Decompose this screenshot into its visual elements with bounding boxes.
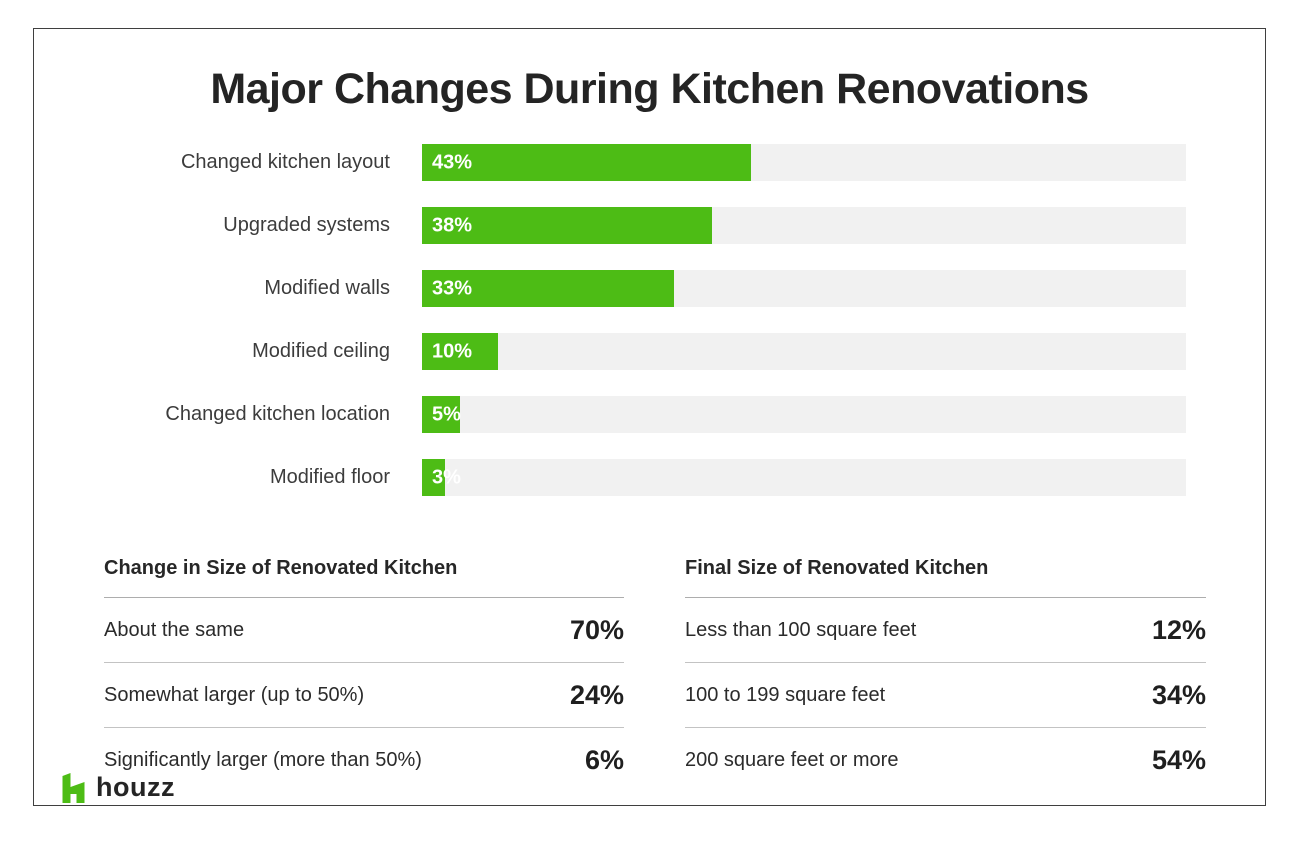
bar-value-label: 33% (432, 277, 473, 299)
row-label: Somewhat larger (up to 50%) (104, 683, 365, 706)
row-label: Less than 100 square feet (685, 618, 917, 641)
row-label: 100 to 199 square feet (685, 683, 886, 706)
row-value: 12% (1151, 614, 1206, 645)
bar-fill: 5% (422, 396, 461, 433)
bar-value-label: 5% (432, 403, 461, 425)
row-label: 200 square feet or more (685, 749, 899, 771)
houzz-wordmark: houzz (96, 772, 175, 802)
chart-row: Changed kitchen location 5% (34, 383, 1186, 446)
bar-category-label: Changed kitchen location (165, 403, 390, 425)
bar-track: 38% (422, 207, 1186, 244)
bar-fill: 3% (422, 459, 461, 496)
size-change-table: Change in Size of Renovated Kitchen Abou… (104, 557, 624, 793)
bar-track: 10% (422, 333, 1186, 370)
bar-value-label: 3% (432, 466, 461, 488)
chart-row: Modified ceiling 10% (34, 320, 1186, 383)
table-title: Change in Size of Renovated Kitchen (104, 557, 624, 598)
infographic-card: Major Changes During Kitchen Renovations… (33, 28, 1266, 806)
bar-fill: 10% (422, 333, 499, 370)
bar-track: 43% (422, 144, 1186, 181)
table-row: 200 square feet or more 54% (685, 728, 1206, 793)
chart-row: Modified floor 3% (34, 446, 1186, 509)
bar-category-label: Changed kitchen layout (180, 151, 390, 173)
bar-fill: 33% (422, 270, 675, 307)
chart-row: Changed kitchen layout 43% (34, 131, 1186, 194)
table-row: Less than 100 square feet 12% (685, 598, 1206, 663)
bar-category-label: Upgraded systems (223, 214, 390, 236)
bar-category-label: Modified ceiling (252, 340, 390, 362)
row-value: 24% (569, 679, 624, 710)
houzz-logo: houzz (60, 772, 175, 803)
bar-track: 33% (422, 270, 1186, 307)
bar-value-label: 10% (432, 340, 473, 362)
table-row: Significantly larger (more than 50%) 6% (104, 728, 624, 793)
final-size-table: Final Size of Renovated Kitchen Less tha… (685, 557, 1206, 793)
summary-tables: Change in Size of Renovated Kitchen Abou… (104, 557, 1206, 793)
row-value: 70% (569, 614, 624, 645)
row-label: Significantly larger (more than 50%) (104, 749, 422, 771)
table-row: 100 to 199 square feet 34% (685, 663, 1206, 728)
row-value: 54% (1151, 745, 1206, 775)
chart-row: Modified walls 33% (34, 257, 1186, 320)
table-row: About the same 70% (104, 598, 624, 663)
bar-chart: Changed kitchen layout 43% Upgraded syst… (34, 131, 1186, 509)
row-label: About the same (104, 618, 245, 641)
bar-track: 3% (422, 459, 1186, 496)
table-title: Final Size of Renovated Kitchen (685, 557, 1206, 598)
bar-track: 5% (422, 396, 1186, 433)
bar-fill: 43% (422, 144, 751, 181)
bar-value-label: 38% (432, 214, 473, 236)
bar-value-label: 43% (432, 151, 473, 173)
houzz-house-icon (62, 772, 85, 803)
row-value: 34% (1151, 679, 1206, 710)
table-row: Somewhat larger (up to 50%) 24% (104, 663, 624, 728)
bar-category-label: Modified floor (269, 466, 390, 488)
page-title: Major Changes During Kitchen Renovations (210, 65, 1089, 113)
bar-fill: 38% (422, 207, 713, 244)
chart-row: Upgraded systems 38% (34, 194, 1186, 257)
bar-category-label: Modified walls (264, 277, 390, 299)
row-value: 6% (584, 745, 624, 775)
